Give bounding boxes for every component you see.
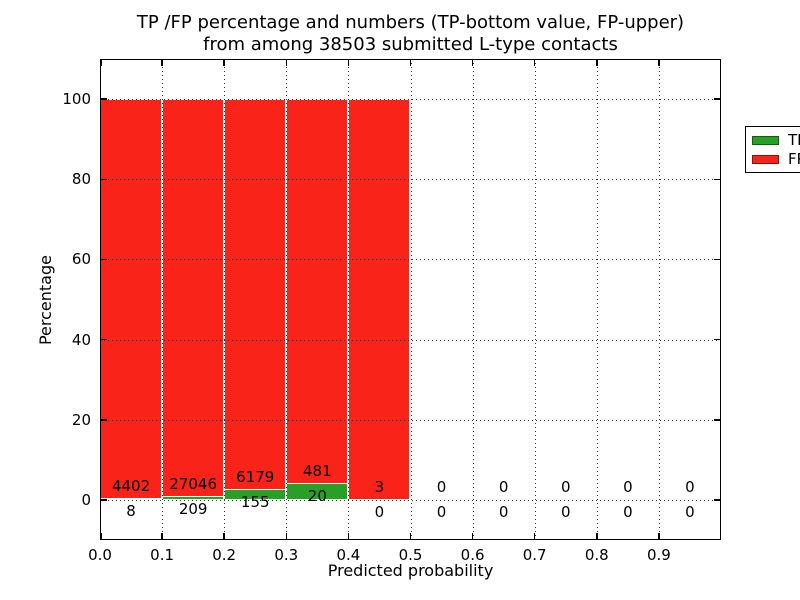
v-gridline [534,59,536,540]
x-axis-top-tick [100,59,102,66]
bar-segment-fp [224,99,287,491]
v-gridline [472,59,474,540]
chart-title-line1: TP /FP percentage and numbers (TP-bottom… [136,12,685,33]
tp-count-label: 209 [178,499,208,518]
y-axis-tick [100,338,107,341]
x-axis-top-tick [409,59,412,66]
fp-count-label: 3 [374,477,385,496]
legend-label-tp: TP [788,131,800,149]
y-tick-label: 40 [71,330,91,349]
x-axis-top-tick [533,59,536,66]
y-tick-label: 0 [81,490,91,509]
y-tick-label: 80 [71,170,91,189]
v-gridline [348,59,350,540]
tp-count-label: 0 [560,502,571,521]
legend-entry-tp: TP [752,131,800,149]
x-axis-tick [533,533,536,540]
tp-count-label: 0 [685,502,695,521]
x-axis-top-tick [719,59,721,66]
legend-swatch-fp [752,154,779,164]
v-gridline [224,59,226,540]
x-axis-tick [285,533,288,540]
v-gridline [658,59,660,540]
y-axis-right-tick [714,499,721,501]
tp-count-label: 20 [307,486,327,505]
y-axis-tick [100,419,107,421]
y-axis-right-tick [714,338,721,341]
x-axis-tick [409,533,412,540]
tp-count-label: 155 [240,493,270,512]
x-axis-tick [100,533,102,540]
plot-area: TP FP [100,59,800,540]
fp-count-label: 481 [303,461,332,480]
chart-title: TP /FP percentage and numbers (TP-bottom… [100,12,721,56]
tp-count-label: 0 [374,502,385,521]
x-axis-tick [719,533,721,540]
v-gridline [596,59,598,540]
y-tick-label: 60 [71,250,91,269]
x-axis-top-tick [223,59,225,66]
y-axis-right-tick [714,419,721,421]
bar-segment-fp [100,99,163,500]
tp-count-label: 8 [126,502,136,521]
fp-count-label: 4402 [111,477,151,496]
x-axis-tick [223,533,225,540]
x-axis-label: Predicted probability [327,561,494,580]
x-tick-label: 0.4 [336,546,361,564]
x-axis-tick [596,533,598,540]
v-gridline [410,59,412,540]
x-tick-label: 0.0 [88,546,112,564]
y-axis-tick [100,499,107,501]
tp-count-label: 0 [623,502,633,521]
fp-count-label: 0 [560,477,571,496]
legend-swatch-tp [752,135,779,145]
v-gridline [286,59,288,540]
tp-count-label: 0 [498,502,509,521]
chart-title-line2: from among 38503 submitted L-type contac… [203,34,618,55]
x-tick-label: 0.3 [274,546,299,564]
x-tick-label: 0.9 [646,546,671,564]
y-axis-right-tick [714,98,721,100]
legend: TP FP [745,126,800,173]
fp-count-label: 0 [436,477,447,496]
fp-count-label: 0 [498,477,509,496]
bar-segment-fp [162,99,225,497]
x-tick-label: 0.6 [460,546,485,564]
x-tick-label: 0.1 [150,546,175,564]
x-axis-tick [658,533,660,540]
x-axis-top-tick [471,59,474,66]
x-axis-tick [161,533,163,540]
x-axis-tick [347,533,350,540]
legend-label-fp: FP [788,150,800,168]
x-tick-label: 0.5 [398,546,423,564]
x-axis-top-tick [596,59,598,66]
y-tick-label: 100 [62,90,91,109]
y-axis-tick [100,178,107,180]
bar-segment-fp [348,99,411,500]
x-axis-top-tick [161,59,163,66]
legend-entry-fp: FP [752,150,800,168]
tp-count-label: 0 [436,502,447,521]
x-axis-top-tick [285,59,288,66]
y-axis-tick [100,258,107,261]
v-gridline [162,59,164,540]
x-axis-top-tick [658,59,660,66]
x-axis-tick [471,533,474,540]
y-axis-right-tick [714,258,721,261]
y-axis-tick [100,98,107,100]
fp-count-label: 27046 [169,474,217,493]
fp-count-label: 0 [685,477,695,496]
x-axis-top-tick [347,59,350,66]
y-axis-label: Percentage [36,255,55,346]
y-axis-right-tick [714,178,721,180]
x-tick-label: 0.7 [522,546,547,564]
y-tick-label: 20 [71,410,91,429]
bar-segment-fp [286,99,349,484]
x-tick-label: 0.2 [212,546,237,564]
fp-count-label: 6179 [236,468,275,487]
x-tick-label: 0.8 [584,546,609,564]
fp-count-label: 0 [623,477,633,496]
